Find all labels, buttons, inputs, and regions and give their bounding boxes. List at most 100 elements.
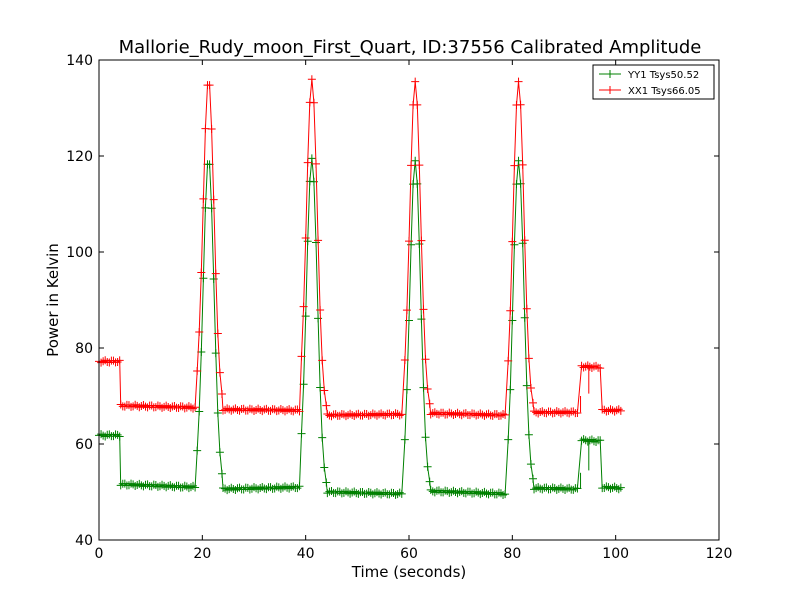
series-point <box>346 409 355 418</box>
series-point <box>180 481 189 490</box>
series-point <box>322 401 331 410</box>
legend-swatch-marker <box>606 86 614 94</box>
series-point <box>501 410 510 419</box>
series-point <box>548 409 557 418</box>
series-point <box>113 358 122 367</box>
series-point <box>135 479 144 488</box>
series-point <box>184 402 193 411</box>
series-point <box>287 482 296 491</box>
series-point <box>552 485 561 494</box>
legend-swatch-marker <box>606 70 614 78</box>
series-point <box>151 403 160 412</box>
series-point <box>316 383 325 392</box>
series-point <box>193 366 202 375</box>
series-point <box>428 487 437 496</box>
series-point <box>421 355 430 364</box>
series-point <box>419 305 428 314</box>
series-point <box>501 490 510 499</box>
series-point <box>379 410 388 419</box>
series-point <box>227 483 236 492</box>
series-point <box>168 482 177 491</box>
series-point <box>229 405 238 414</box>
series-point <box>341 487 350 496</box>
series-point <box>285 405 294 414</box>
series-point <box>158 480 167 489</box>
series-point <box>283 483 292 492</box>
series-point <box>476 409 485 418</box>
series-point <box>350 412 359 421</box>
series-point <box>295 407 304 416</box>
series-point <box>229 485 238 494</box>
series-point <box>195 407 204 416</box>
series-point <box>325 411 334 420</box>
series-point <box>352 489 361 498</box>
series-point <box>155 402 164 411</box>
series-point <box>504 356 513 365</box>
y-tick-label: 140 <box>66 53 93 69</box>
series-point <box>496 489 505 498</box>
legend-label: YY1 Tsys50.52 <box>627 70 699 81</box>
series-point <box>219 406 227 415</box>
series-point <box>211 269 220 278</box>
series-point <box>499 409 508 418</box>
series-point <box>233 406 242 415</box>
series-point <box>97 358 106 367</box>
series-point <box>307 75 316 84</box>
series-point <box>272 482 281 491</box>
series-point <box>153 401 162 410</box>
series-point <box>563 408 572 417</box>
series-point <box>413 100 422 109</box>
y-tick-label: 40 <box>75 533 93 549</box>
series-point <box>478 488 487 497</box>
series-point <box>402 306 411 315</box>
series-point <box>506 385 515 394</box>
series-point <box>455 487 464 496</box>
series-point <box>552 407 561 416</box>
series-point <box>530 407 539 416</box>
series-point <box>415 161 424 170</box>
series-point <box>439 488 448 497</box>
series-point <box>153 482 162 491</box>
series-point <box>131 400 140 409</box>
series-point <box>583 361 592 370</box>
series-point <box>341 412 350 421</box>
series-point <box>285 484 294 493</box>
series-point <box>260 405 269 414</box>
series-point <box>524 354 533 363</box>
series-point <box>592 361 601 370</box>
series-point <box>510 161 519 170</box>
series-point <box>391 409 400 418</box>
series-point <box>372 411 381 420</box>
series-point <box>395 488 404 497</box>
y-tick-label: 100 <box>66 245 93 261</box>
series-point <box>449 486 458 495</box>
series-point <box>514 156 523 165</box>
series-point <box>614 405 623 414</box>
series-point <box>243 483 252 492</box>
series-point <box>245 404 254 413</box>
series-point <box>254 404 263 413</box>
series-point <box>215 448 224 457</box>
series-point <box>616 483 625 492</box>
legend-box <box>592 64 715 100</box>
x-tick-label: 100 <box>602 546 629 562</box>
series-point <box>430 408 439 417</box>
x-tick-label: 80 <box>503 546 521 562</box>
series-point <box>518 160 527 169</box>
series-point <box>496 411 505 420</box>
series-point <box>362 410 371 419</box>
series-point <box>127 479 136 488</box>
series-point <box>379 488 388 497</box>
series-point <box>189 404 198 413</box>
series-point <box>195 327 204 336</box>
series-point <box>281 482 289 491</box>
series-point <box>309 98 318 107</box>
series-point <box>425 399 434 408</box>
series-point <box>504 435 513 444</box>
series-point <box>530 485 539 494</box>
series-point <box>178 483 187 492</box>
series-point <box>573 409 582 418</box>
series-point <box>606 405 615 414</box>
series-point <box>162 401 171 410</box>
